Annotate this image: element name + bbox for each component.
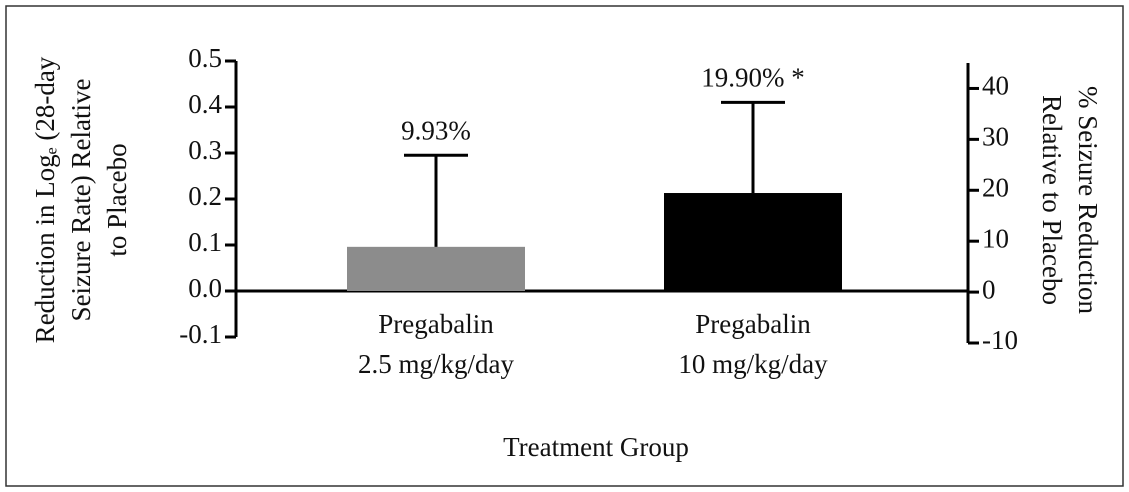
frame (5, 5, 1124, 487)
y2-tick-label: 30 (982, 122, 1009, 152)
y-tick-label: 0.1 (188, 227, 222, 257)
x-axis-label: Treatment Group (503, 432, 689, 462)
annotation: 9.93% (401, 116, 471, 146)
x-tick-label: 10 mg/kg/day (678, 349, 828, 379)
y-tick-label: 0.2 (188, 181, 222, 211)
y-axis-label: Seizure Rate) Relative (66, 79, 96, 322)
y-tick-label: -0.1 (179, 319, 222, 349)
y2-tick-label: 10 (982, 223, 1009, 253)
bar (347, 246, 525, 291)
y-axis-label: to Placebo (102, 143, 132, 256)
y-tick-label: 0.4 (188, 89, 222, 119)
y2-tick-label: 0 (982, 274, 996, 304)
x-tick-label: Pregabalin (378, 309, 494, 339)
y2-axis-label: Relative to Placebo (1037, 95, 1067, 305)
y2-tick-label: 40 (982, 71, 1009, 101)
y2-tick-label: 20 (982, 172, 1009, 202)
y-tick-label: 0.0 (188, 273, 222, 303)
annotation: 19.90% * (701, 63, 805, 93)
y-tick-label: 0.3 (188, 135, 222, 165)
bar (664, 193, 842, 291)
y2-tick-label: -10 (982, 325, 1018, 355)
x-tick-label: 2.5 mg/kg/day (358, 349, 514, 379)
y-tick-label: 0.5 (188, 43, 222, 73)
x-tick-label: Pregabalin (695, 309, 811, 339)
y2-axis-label: % Seizure Reduction (1073, 86, 1103, 314)
y-axis-label: Reduction in Logₑ (28-day (30, 56, 60, 343)
